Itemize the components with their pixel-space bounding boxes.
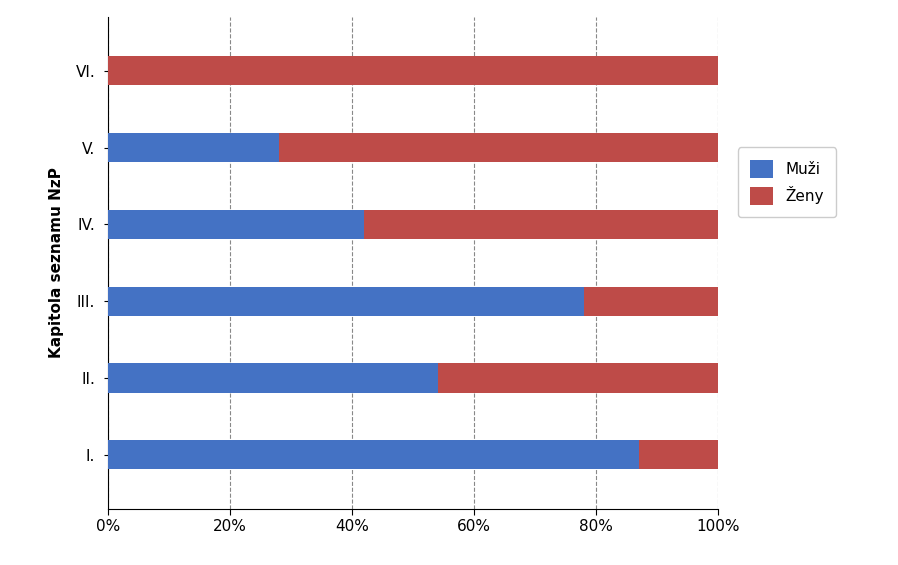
- Bar: [108, 440, 639, 470]
- Bar: [108, 286, 584, 316]
- Bar: [108, 56, 718, 85]
- Bar: [437, 363, 718, 393]
- Bar: [365, 210, 718, 239]
- Bar: [639, 440, 718, 470]
- Legend: Muži, Ženy: Muži, Ženy: [738, 147, 836, 218]
- Bar: [108, 210, 365, 239]
- Bar: [108, 133, 278, 162]
- Bar: [278, 133, 718, 162]
- Y-axis label: Kapitola seznamu NzP: Kapitola seznamu NzP: [49, 167, 65, 358]
- Bar: [108, 363, 437, 393]
- Bar: [584, 286, 718, 316]
